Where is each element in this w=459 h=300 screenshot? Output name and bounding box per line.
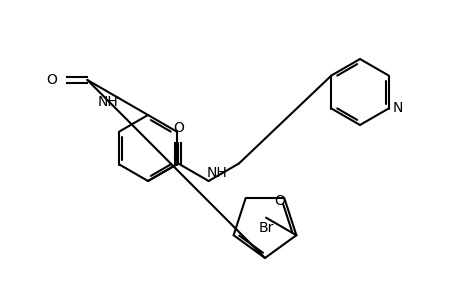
Text: NH: NH xyxy=(97,94,118,109)
Text: NH: NH xyxy=(206,166,226,180)
Text: O: O xyxy=(173,122,183,136)
Text: N: N xyxy=(392,101,402,116)
Text: Br: Br xyxy=(258,221,273,235)
Text: O: O xyxy=(46,73,57,87)
Text: O: O xyxy=(274,194,284,208)
